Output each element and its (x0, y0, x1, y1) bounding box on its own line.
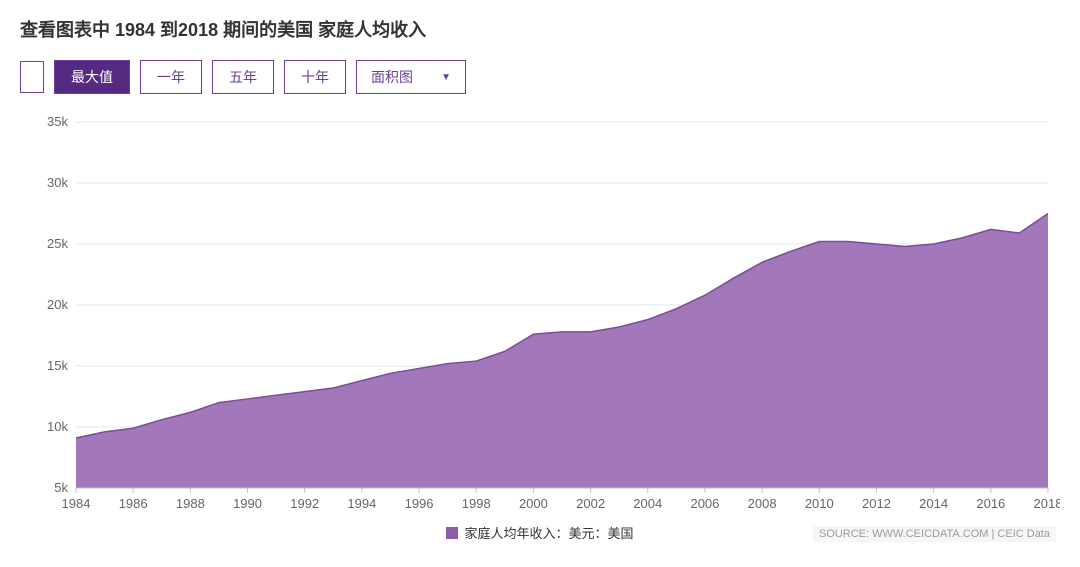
svg-text:2008: 2008 (748, 496, 777, 511)
source-attribution: SOURCE: WWW.CEICDATA.COM | CEIC Data (813, 526, 1056, 542)
svg-text:2006: 2006 (690, 496, 719, 511)
svg-text:2014: 2014 (919, 496, 948, 511)
range-empty-button[interactable] (20, 61, 44, 93)
svg-text:35k: 35k (47, 114, 68, 129)
svg-text:2000: 2000 (519, 496, 548, 511)
chevron-down-icon: ▼ (441, 72, 451, 83)
chart-type-select[interactable]: 面积图 ▼ (356, 60, 466, 94)
svg-text:30k: 30k (47, 175, 68, 190)
svg-text:20k: 20k (47, 297, 68, 312)
svg-text:2016: 2016 (976, 496, 1005, 511)
svg-text:1988: 1988 (176, 496, 205, 511)
area-chart: 5k 10k 15k 20k 25k 30k 35k 1984 1986 1988 1990 1992… (20, 112, 1060, 512)
svg-text:2002: 2002 (576, 496, 605, 511)
svg-text:1994: 1994 (347, 496, 376, 511)
range-5y-button[interactable]: 五年 (212, 60, 274, 94)
svg-text:10k: 10k (47, 419, 68, 434)
legend-label: 家庭人均年收入：美元：美国 (464, 523, 633, 542)
svg-text:1996: 1996 (405, 496, 434, 511)
svg-text:25k: 25k (47, 236, 68, 251)
svg-text:1986: 1986 (119, 496, 148, 511)
svg-text:5k: 5k (54, 480, 68, 495)
svg-text:2018: 2018 (1034, 496, 1060, 511)
svg-text:15k: 15k (47, 358, 68, 373)
svg-text:1992: 1992 (290, 496, 319, 511)
legend-swatch (446, 527, 458, 539)
svg-text:1990: 1990 (233, 496, 262, 511)
range-1y-button[interactable]: 一年 (140, 60, 202, 94)
range-10y-button[interactable]: 十年 (284, 60, 346, 94)
toolbar: 最大值 一年 五年 十年 面积图 ▼ (20, 60, 1060, 94)
chart-type-selected-label: 面积图 (371, 67, 413, 87)
svg-text:2004: 2004 (633, 496, 662, 511)
svg-text:2012: 2012 (862, 496, 891, 511)
svg-text:1998: 1998 (462, 496, 491, 511)
range-max-button[interactable]: 最大值 (54, 60, 130, 94)
chart-container: 5k 10k 15k 20k 25k 30k 35k 1984 1986 1988 1990 1992… (20, 112, 1060, 544)
svg-text:2010: 2010 (805, 496, 834, 511)
svg-text:1984: 1984 (62, 496, 91, 511)
page-title: 查看图表中 1984 到2018 期间的美国 家庭人均收入 (20, 16, 1060, 42)
